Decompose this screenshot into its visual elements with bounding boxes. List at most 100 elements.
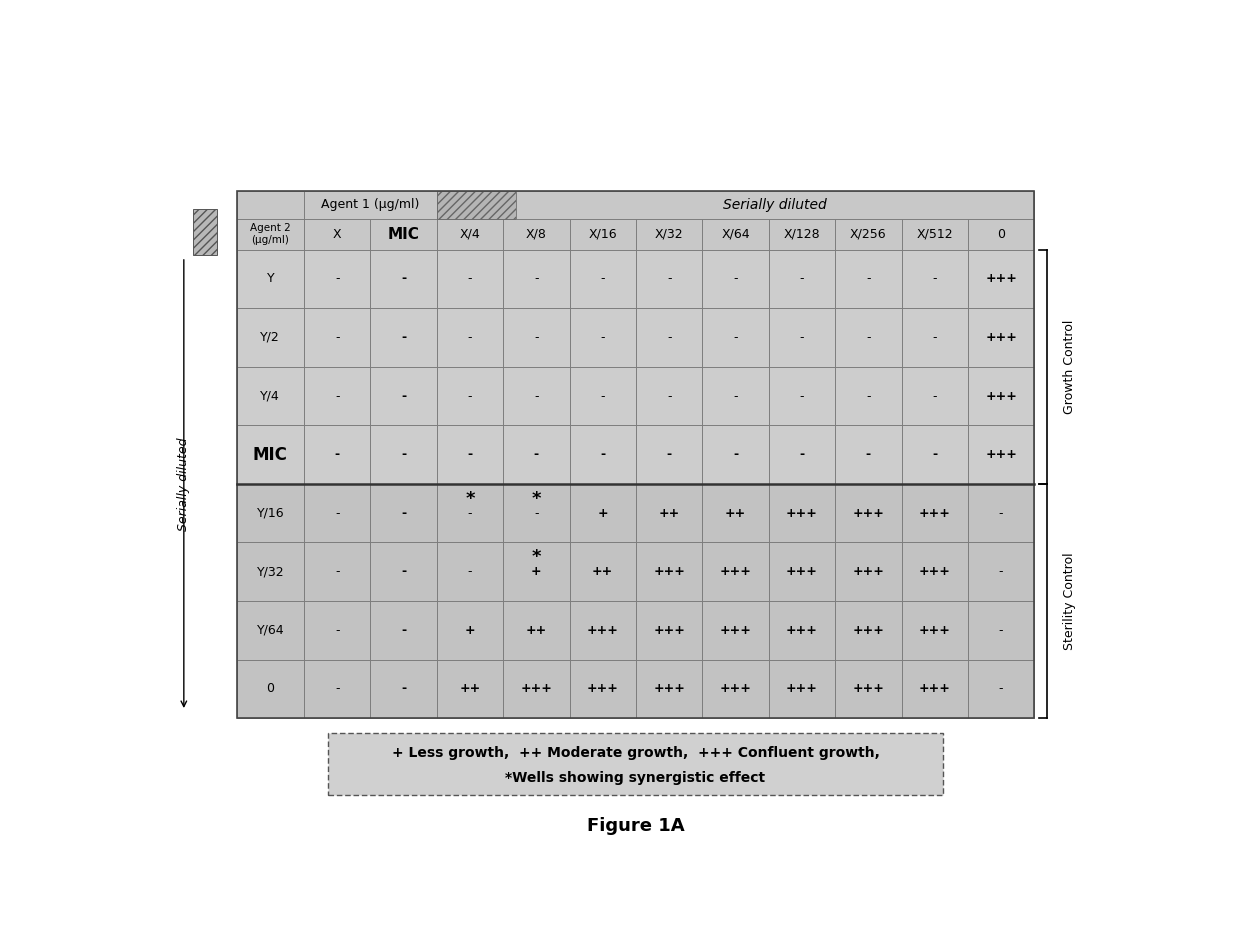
Bar: [569, 367, 636, 425]
Bar: [835, 367, 901, 425]
Text: -: -: [534, 272, 538, 285]
Bar: [436, 601, 503, 660]
Bar: [237, 484, 304, 542]
Text: -: -: [534, 331, 538, 344]
Bar: [968, 219, 1034, 249]
Bar: [968, 425, 1034, 484]
Text: -: -: [733, 390, 738, 402]
Text: -: -: [401, 331, 407, 344]
Bar: [835, 660, 901, 718]
Text: Agent 1 (μg/ml): Agent 1 (μg/ml): [321, 199, 419, 211]
Text: -: -: [800, 272, 805, 285]
Text: X/64: X/64: [722, 227, 750, 241]
Bar: [371, 601, 436, 660]
Text: X/32: X/32: [655, 227, 683, 241]
Text: X/512: X/512: [916, 227, 954, 241]
Text: +++: +++: [719, 624, 751, 637]
Text: Y/64: Y/64: [257, 624, 284, 637]
Bar: [503, 601, 569, 660]
Text: +++: +++: [786, 624, 818, 637]
Bar: [769, 308, 835, 367]
Text: +++: +++: [852, 507, 884, 519]
Text: -: -: [999, 507, 1003, 519]
Text: +++: +++: [653, 624, 684, 637]
Text: -: -: [335, 331, 340, 344]
Bar: [702, 425, 769, 484]
Bar: [371, 367, 436, 425]
Bar: [304, 191, 436, 219]
Text: -: -: [534, 390, 538, 402]
Bar: [769, 249, 835, 308]
Text: +++: +++: [587, 624, 619, 637]
Text: +++: +++: [985, 272, 1017, 285]
Text: -: -: [866, 390, 870, 402]
Bar: [569, 425, 636, 484]
Text: -: -: [667, 448, 672, 461]
Bar: [436, 425, 503, 484]
Bar: [503, 484, 569, 542]
Text: -: -: [866, 331, 870, 344]
Bar: [371, 425, 436, 484]
Bar: [769, 425, 835, 484]
Text: -: -: [667, 272, 671, 285]
Text: -: -: [866, 272, 870, 285]
Text: -: -: [800, 390, 805, 402]
Text: -: -: [999, 683, 1003, 695]
Bar: [436, 542, 503, 601]
Text: +++: +++: [919, 507, 951, 519]
Bar: [702, 542, 769, 601]
Text: X/8: X/8: [526, 227, 547, 241]
Text: ++: ++: [658, 507, 680, 519]
Bar: [901, 367, 968, 425]
Bar: [636, 249, 702, 308]
Bar: [835, 308, 901, 367]
Text: +++: +++: [852, 624, 884, 637]
Text: +++: +++: [719, 565, 751, 578]
Bar: [901, 219, 968, 249]
Bar: [636, 542, 702, 601]
Text: -: -: [800, 448, 805, 461]
Text: -: -: [600, 331, 605, 344]
Bar: [968, 367, 1034, 425]
Text: -: -: [335, 272, 340, 285]
Text: Y/2: Y/2: [260, 331, 280, 344]
Text: ++: ++: [593, 565, 614, 578]
Bar: [436, 367, 503, 425]
Bar: [569, 219, 636, 249]
Text: -: -: [335, 507, 340, 519]
Text: -: -: [932, 272, 937, 285]
Text: 0: 0: [267, 683, 274, 695]
Text: -: -: [401, 272, 407, 285]
Bar: [237, 542, 304, 601]
Bar: [835, 484, 901, 542]
Text: +++: +++: [786, 683, 818, 695]
Text: 0: 0: [997, 227, 1006, 241]
Bar: [702, 660, 769, 718]
Text: -: -: [335, 565, 340, 578]
Text: -: -: [733, 272, 738, 285]
Text: -: -: [401, 624, 407, 637]
Bar: [503, 542, 569, 601]
Bar: [835, 219, 901, 249]
Text: +++: +++: [919, 565, 951, 578]
Text: *: *: [532, 490, 541, 508]
Bar: [503, 367, 569, 425]
Text: -: -: [600, 390, 605, 402]
Bar: [901, 249, 968, 308]
Text: -: -: [932, 448, 937, 461]
Bar: [304, 308, 371, 367]
Bar: [237, 249, 304, 308]
Text: +: +: [598, 507, 608, 519]
Bar: [636, 308, 702, 367]
Bar: [237, 191, 304, 219]
Text: -: -: [467, 331, 472, 344]
Bar: [237, 219, 304, 249]
Bar: [702, 367, 769, 425]
Bar: [769, 484, 835, 542]
Text: -: -: [335, 390, 340, 402]
Text: -: -: [999, 624, 1003, 637]
Bar: [503, 425, 569, 484]
Text: +++: +++: [786, 507, 818, 519]
Text: +++: +++: [919, 624, 951, 637]
Bar: [835, 542, 901, 601]
